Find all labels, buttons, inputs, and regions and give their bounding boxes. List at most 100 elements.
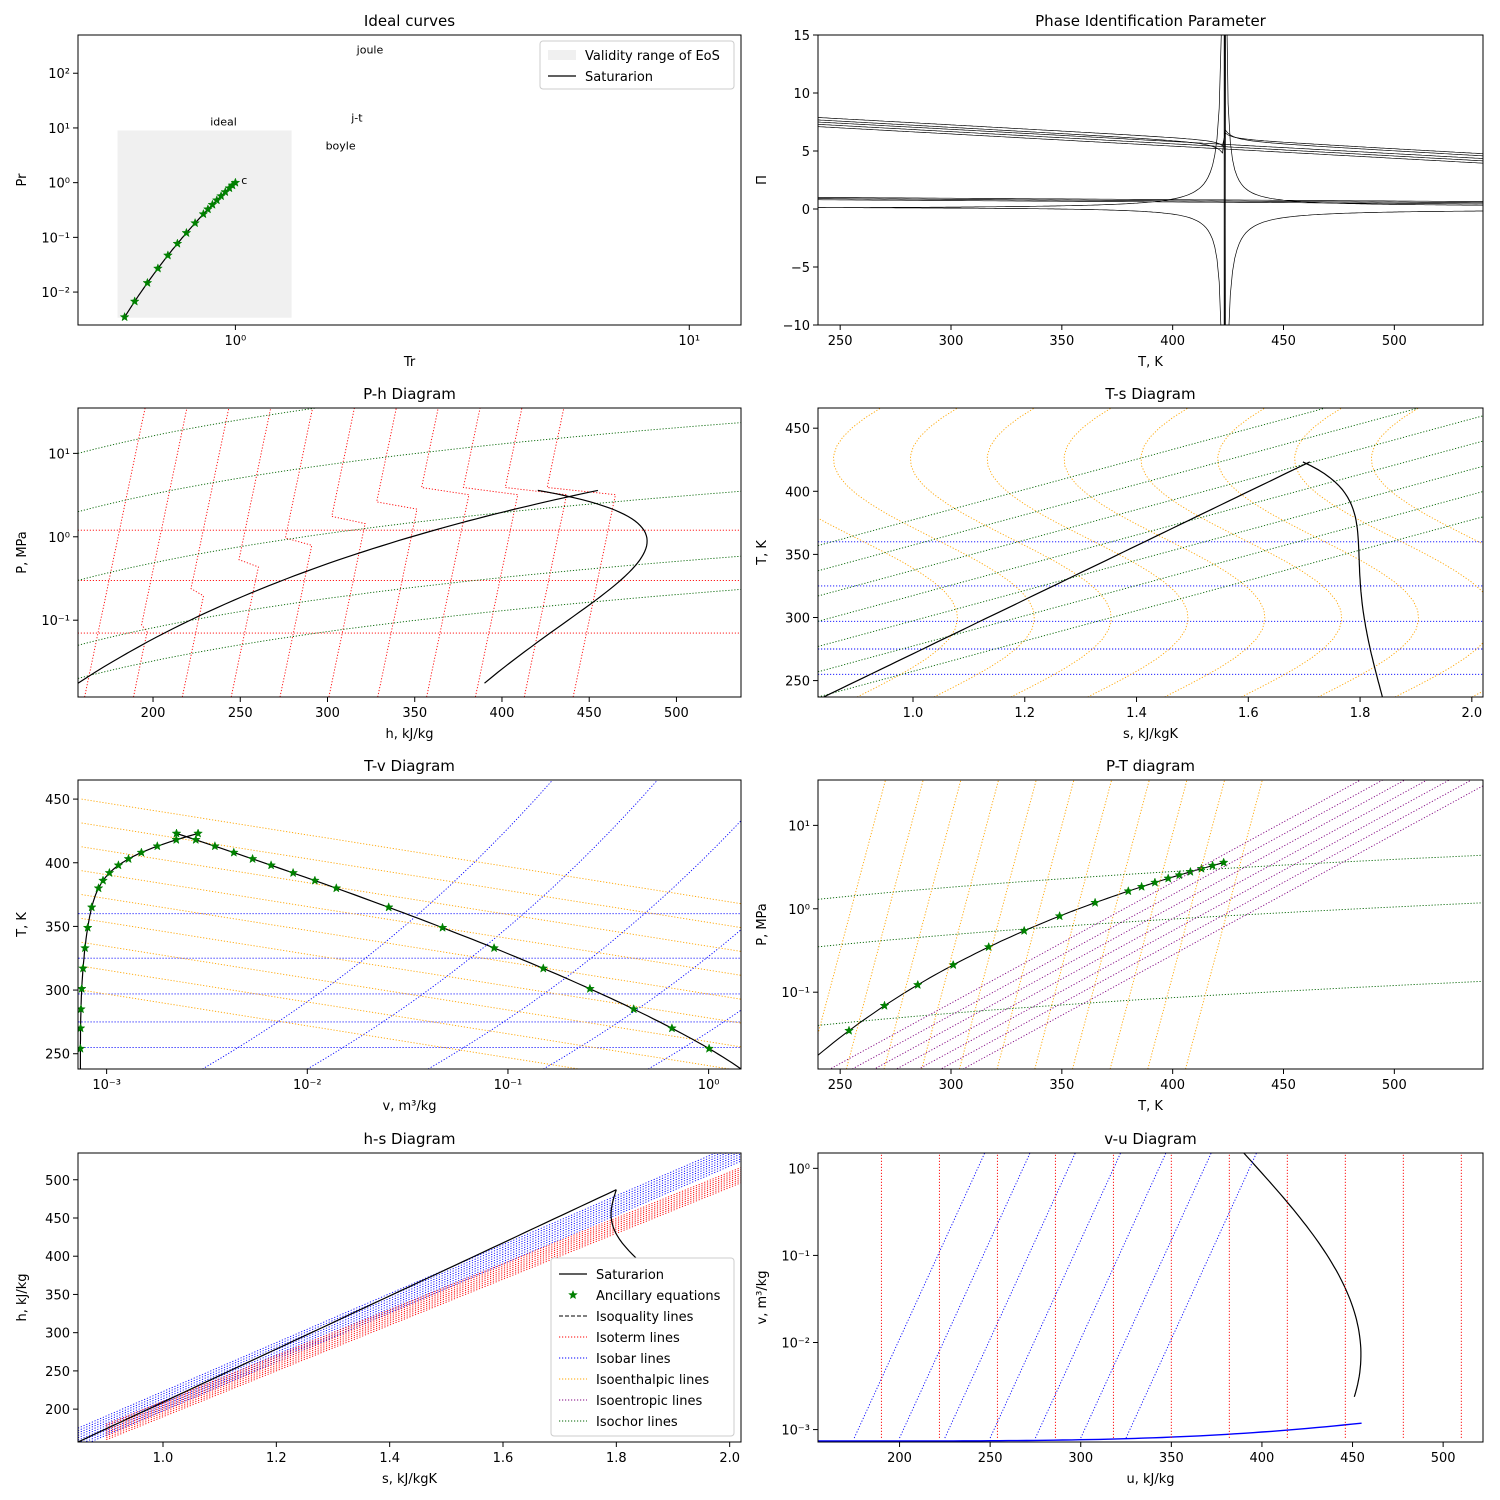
x-tick-label: 500 xyxy=(1382,1078,1407,1093)
isoenthalpic-line xyxy=(818,780,886,1036)
y-tick-label: 350 xyxy=(45,1288,70,1303)
x-tick-label: 200 xyxy=(141,706,166,721)
isoenthalpic-line xyxy=(1034,780,1113,1069)
isoquality-line xyxy=(924,462,1308,697)
isoquality-line xyxy=(969,462,1308,697)
isoquality-line xyxy=(177,833,702,1069)
isoquality-line xyxy=(1304,462,1340,697)
saturation-vapor xyxy=(484,489,648,684)
y-tick-label: 10⁻¹ xyxy=(781,1249,810,1264)
y-tick-label: 10¹ xyxy=(48,122,70,137)
saturation-curve xyxy=(818,861,1225,1056)
x-tick-label: 400 xyxy=(1160,334,1185,349)
ancillary-point xyxy=(437,922,448,932)
isochor-line xyxy=(78,422,741,513)
saturation-liquid xyxy=(823,461,1311,697)
isotherm-line xyxy=(106,1170,741,1429)
ancillary-point xyxy=(181,227,192,238)
isochor-line xyxy=(818,415,1483,597)
ancillary-point xyxy=(152,263,163,273)
x-tick-label: 250 xyxy=(828,334,853,349)
isotherm-line xyxy=(133,408,188,697)
x-tick-label: 1.4 xyxy=(379,1451,400,1466)
isochor-line xyxy=(78,588,741,679)
x-tick-label: 450 xyxy=(577,706,602,721)
isoenthalpic-line xyxy=(81,918,741,1024)
x-axis-label: T, K xyxy=(1137,1099,1163,1114)
y-tick-label: 10⁰ xyxy=(788,903,810,918)
legend-h-s: Saturarion Ancillary equations Isoquality … xyxy=(550,1257,735,1437)
x-tick-label: 10⁻² xyxy=(293,1078,322,1093)
isotherm-line xyxy=(84,408,146,697)
isoquality-line xyxy=(1278,1180,1343,1404)
plot-area-pip xyxy=(818,35,1483,325)
x-tick-label: 350 xyxy=(1159,1451,1184,1466)
ancillary-point xyxy=(704,1043,715,1053)
x-tick-label: 1.0 xyxy=(903,706,924,721)
isotherm-line xyxy=(230,408,272,697)
y-tick-label: 10¹ xyxy=(48,447,70,462)
x-axis-label: s, kJ/kgK xyxy=(382,1472,438,1487)
legend-label: Isoquality lines xyxy=(596,1310,694,1325)
isoquality-line xyxy=(166,833,286,1069)
chart-title: h-s Diagram xyxy=(364,1130,456,1148)
ancillary-point xyxy=(1136,881,1147,891)
isoquality-line xyxy=(185,833,470,1069)
y-axis-label: Π xyxy=(755,175,770,185)
ancillary-point xyxy=(1150,877,1160,887)
isoquality-line xyxy=(139,833,195,1069)
ancillary-point xyxy=(1207,860,1218,870)
isobar-line xyxy=(78,1153,741,1441)
x-tick-label: 1.8 xyxy=(606,1451,627,1466)
isotherm-line xyxy=(504,408,568,697)
isoentropic-line xyxy=(917,780,1451,1069)
plot-area-v-u xyxy=(818,1153,1462,1442)
legend-label: Validity range of EoS xyxy=(585,49,720,64)
curve-label-c: c xyxy=(241,174,247,187)
ancillary-point xyxy=(1163,873,1174,883)
ancillary-point xyxy=(247,853,258,864)
saturation-vapor xyxy=(610,1189,646,1267)
plot-area-p-t xyxy=(818,780,1483,1069)
isoenthalpic-line xyxy=(1185,780,1263,1069)
ancillary-point xyxy=(203,204,213,214)
x-tick-label: 400 xyxy=(1250,1451,1275,1466)
isoentropic-line xyxy=(939,780,1473,1069)
ancillary-point xyxy=(190,834,201,845)
isotherm-line xyxy=(546,408,617,697)
chart-title: Ideal curves xyxy=(364,12,455,30)
pip-singular-line xyxy=(818,35,1483,325)
isoenthalpic-line xyxy=(1072,780,1150,1069)
ancillary-point xyxy=(309,875,320,885)
isoenthalpic-line xyxy=(81,941,741,1048)
legend-box xyxy=(550,1257,735,1437)
ancillary-point xyxy=(98,875,108,885)
isoquality-line xyxy=(186,833,424,1069)
isoentropic-line xyxy=(873,780,1406,1069)
x-tick-label: 450 xyxy=(1340,1451,1365,1466)
isobar-line xyxy=(543,929,741,1069)
ancillary-point xyxy=(104,867,115,878)
isochor-line xyxy=(818,980,1483,1026)
panel-p-h: P-h Diagram h, kJ/kg P, MPa 200 250 300 350 400… xyxy=(15,385,742,742)
ancillary-point xyxy=(1123,885,1134,896)
isotherm-line xyxy=(106,1178,741,1437)
isoquality-line xyxy=(1014,462,1308,697)
isoenthalpic-line xyxy=(81,822,741,929)
saturation-vapor xyxy=(1302,461,1383,697)
ancillary-point xyxy=(93,882,104,893)
isotherm-line xyxy=(106,1174,741,1433)
legend-box xyxy=(539,40,735,90)
isobar-line xyxy=(1125,1153,1257,1439)
pip-liquid-line xyxy=(818,126,1483,164)
curve-label-joule: joule xyxy=(356,43,384,56)
y-tick-label: 250 xyxy=(45,1048,70,1063)
isochor-line xyxy=(78,555,741,646)
isobar-line xyxy=(427,820,741,1069)
ancillary-point xyxy=(628,1004,639,1014)
y-tick-label: 10⁻³ xyxy=(781,1424,810,1439)
ancillary-point xyxy=(123,853,134,864)
isoquality-line xyxy=(180,833,609,1069)
ancillary-point xyxy=(198,208,209,219)
legend-label: Isoenthalpic lines xyxy=(596,1373,709,1388)
